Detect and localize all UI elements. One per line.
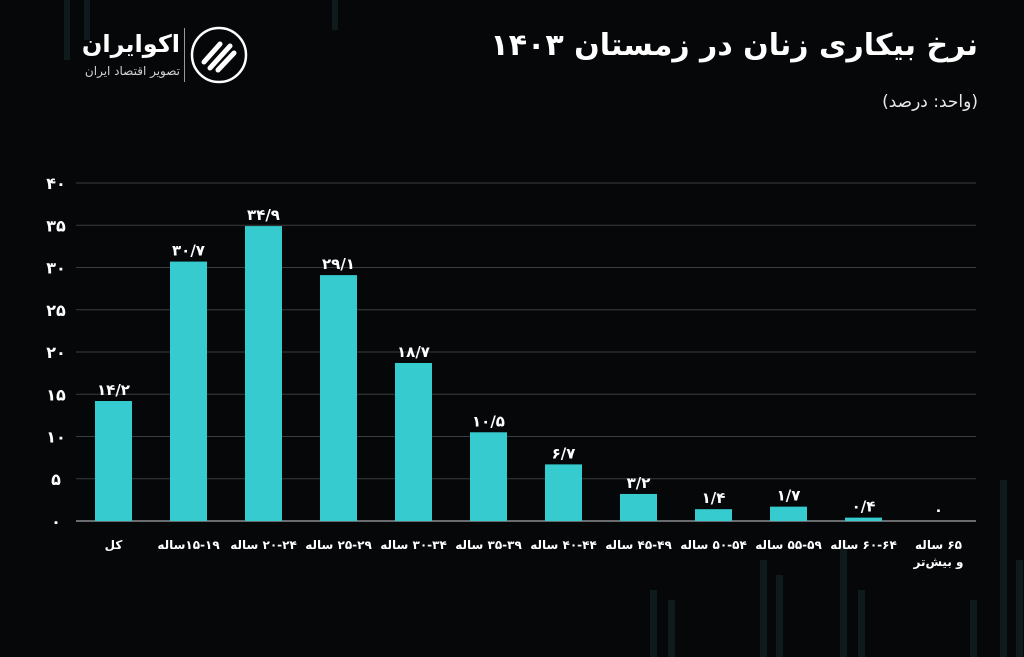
background-stripe xyxy=(332,0,338,30)
background-stripe xyxy=(1000,480,1007,657)
background-stripe xyxy=(840,540,847,657)
bar-value-label: ۲۹/۱ xyxy=(322,255,355,273)
y-tick-label: ۵ xyxy=(51,470,61,489)
background-stripe xyxy=(84,0,90,40)
y-tick-label: ۱۰ xyxy=(46,428,66,447)
bar-value-label: ۳/۲ xyxy=(627,474,651,492)
x-tick-label: ۲۰-۲۴ ساله xyxy=(230,538,297,552)
background-stripe xyxy=(668,600,675,657)
chart-title: نرخ بیکاری زنان در زمستان ۱۴۰۳ xyxy=(490,28,978,63)
background-stripe xyxy=(760,560,767,657)
x-tick-label: و بیش‌تر xyxy=(913,555,964,570)
y-tick-label: ۱۵ xyxy=(46,385,66,404)
background-stripe xyxy=(970,600,977,657)
x-tick-label: ۳۰-۳۴ ساله xyxy=(380,538,447,552)
x-tick-label: ۵۰-۵۴ ساله xyxy=(680,538,747,552)
y-tick-label: ۲۰ xyxy=(46,343,66,362)
bar xyxy=(95,401,132,521)
unit-label: (واحد: درصد) xyxy=(882,92,978,112)
bar xyxy=(395,362,432,521)
bar xyxy=(695,509,732,521)
bar xyxy=(245,226,282,521)
logo-divider xyxy=(184,28,185,82)
background-stripe xyxy=(650,590,657,657)
background-stripe xyxy=(1016,560,1023,657)
bar xyxy=(545,464,582,521)
bar-value-label: ۱/۷ xyxy=(777,487,801,505)
logo-name: اکوایران xyxy=(81,30,180,58)
bar-value-label: ۱۰/۵ xyxy=(472,412,505,430)
x-tick-label: ۴۵-۴۹ ساله xyxy=(605,538,672,552)
bar xyxy=(620,493,657,521)
x-tick-label: ۱۵-۱۹ساله xyxy=(157,538,220,552)
bar-value-label: ۳۴/۹ xyxy=(247,206,280,224)
logo-tagline: تصویر اقتصاد ایران xyxy=(84,64,180,78)
x-tick-label: ۶۰-۶۴ ساله xyxy=(830,538,897,552)
bar-value-label: ۱۸/۷ xyxy=(397,343,430,361)
background-stripe xyxy=(858,590,865,657)
brand-logo: اکوایران تصویر اقتصاد ایران xyxy=(38,26,258,90)
bar-value-label: ۰/۴ xyxy=(852,498,876,516)
x-tick-label: ۲۵-۲۹ ساله xyxy=(305,538,372,552)
y-tick-label: ۰ xyxy=(51,512,61,531)
bar xyxy=(170,261,207,521)
bar xyxy=(770,506,807,521)
x-tick-label: ۵۵-۵۹ ساله xyxy=(755,538,822,552)
background-stripe xyxy=(64,0,70,60)
y-tick-label: ۴۰ xyxy=(46,174,66,193)
bar xyxy=(470,432,507,521)
bar-value-label: ۱۴/۲ xyxy=(97,381,130,399)
x-tick-label: ۳۵-۳۹ ساله xyxy=(455,538,522,552)
y-tick-label: ۳۵ xyxy=(46,216,66,235)
background-stripe xyxy=(776,575,783,657)
bar-value-label: ۱/۴ xyxy=(702,489,726,507)
bar xyxy=(845,517,882,521)
x-tick-label: کل xyxy=(105,538,123,552)
bar-value-label: ۶/۷ xyxy=(552,444,576,462)
x-tick-label: ۴۰-۴۴ ساله xyxy=(530,538,597,552)
y-tick-label: ۲۵ xyxy=(46,301,66,320)
y-tick-label: ۳۰ xyxy=(46,259,66,278)
bar-value-label: ۳۰/۷ xyxy=(172,242,205,260)
x-tick-label: ۶۵ ساله xyxy=(915,538,962,552)
bar xyxy=(320,275,357,521)
bar-value-label: ۰ xyxy=(934,501,943,519)
ecoiran-logo-icon xyxy=(190,26,248,84)
